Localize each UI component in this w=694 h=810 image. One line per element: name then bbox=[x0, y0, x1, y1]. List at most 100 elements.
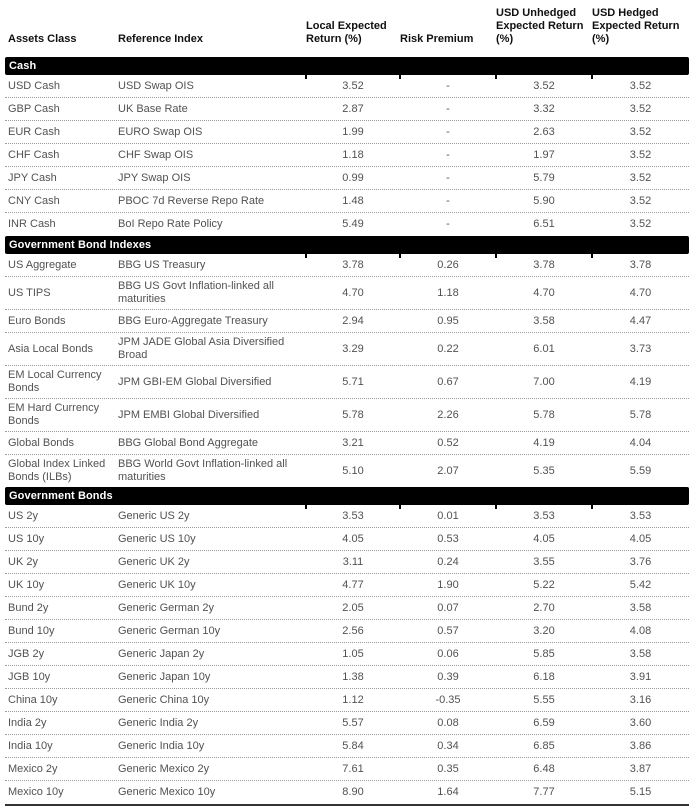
local-return-cell: 2.05 bbox=[342, 601, 364, 614]
table-row: GBP Cash UK Base Rate 2.87 - 3.32 3.52 bbox=[5, 98, 689, 121]
column-divider-tick bbox=[591, 75, 593, 79]
reference-index-cell: Generic Mexico 10y bbox=[118, 786, 216, 798]
asset-class-cell: Mexico 10y bbox=[8, 786, 64, 798]
hedged-return-cell: 3.52 bbox=[629, 102, 652, 115]
asset-class-cell: Euro Bonds bbox=[8, 314, 66, 327]
asset-class-cell: USD Cash bbox=[8, 79, 60, 92]
local-return-cell: 2.56 bbox=[342, 624, 364, 637]
column-header-usd-hedged-return: USD Hedged Expected Return (%) bbox=[592, 7, 680, 45]
section-rows: US 2y Generic US 2y 3.53 0.01 3.53 3.53 … bbox=[5, 505, 689, 804]
reference-index-cell: Generic US 10y bbox=[118, 532, 196, 545]
reference-index-cell: USD Swap OIS bbox=[118, 79, 194, 92]
local-return-cell: 1.38 bbox=[342, 670, 364, 683]
table-row: US 2y Generic US 2y 3.53 0.01 3.53 3.53 bbox=[5, 505, 689, 528]
asset-class-cell: EUR Cash bbox=[8, 125, 60, 138]
reference-index-cell: CHF Swap OIS bbox=[118, 148, 194, 161]
reference-index-cell: BBG World Govt Inflation-linked all matu… bbox=[118, 458, 288, 483]
section-header-bar: Government Bonds bbox=[5, 487, 689, 509]
asset-class-cell: India 10y bbox=[8, 739, 53, 752]
table-row: India 2y Generic India 2y 5.57 0.08 6.59… bbox=[5, 712, 689, 735]
table-row: EUR Cash EURO Swap OIS 1.99 - 2.63 3.52 bbox=[5, 121, 689, 144]
hedged-return-cell: 4.05 bbox=[629, 532, 652, 545]
table-row: Asia Local Bonds JPM JADE Global Asia Di… bbox=[5, 333, 689, 366]
hedged-return-cell: 3.52 bbox=[629, 194, 652, 207]
column-divider-tick bbox=[399, 75, 401, 79]
unhedged-return-cell: 6.85 bbox=[533, 739, 555, 752]
asset-class-cell: India 2y bbox=[8, 716, 47, 729]
local-return-cell: 1.05 bbox=[342, 647, 364, 660]
section-header-bar: Cash bbox=[5, 57, 689, 79]
asset-class-cell: CNY Cash bbox=[8, 194, 60, 207]
table-row: CNY Cash PBOC 7d Reverse Repo Rate 1.48 … bbox=[5, 190, 689, 213]
asset-class-cell: Mexico 2y bbox=[8, 762, 58, 775]
risk-premium-cell: -0.35 bbox=[435, 693, 461, 706]
local-return-cell: 3.21 bbox=[342, 436, 364, 449]
local-return-cell: 3.52 bbox=[342, 79, 364, 92]
table-row: JGB 10y Generic Japan 10y 1.38 0.39 6.18… bbox=[5, 666, 689, 689]
local-return-cell: 2.87 bbox=[342, 102, 364, 115]
table-row: UK 2y Generic UK 2y 3.11 0.24 3.55 3.76 bbox=[5, 551, 689, 574]
column-header-usd-unhedged-return: USD Unhedged Expected Return (%) bbox=[496, 7, 584, 45]
asset-class-cell: China 10y bbox=[8, 693, 58, 706]
hedged-return-cell: 4.70 bbox=[629, 286, 652, 299]
table-row: US Aggregate BBG US Treasury 3.78 0.26 3… bbox=[5, 254, 689, 277]
asset-class-cell: US 10y bbox=[8, 532, 45, 545]
reference-index-cell: JPM JADE Global Asia Diversified Broad bbox=[118, 336, 285, 361]
local-return-cell: 5.49 bbox=[342, 218, 364, 230]
asset-class-cell: Global Bonds bbox=[8, 436, 75, 449]
table-row: Mexico 2y Generic Mexico 2y 7.61 0.35 6.… bbox=[5, 758, 689, 781]
local-return-cell: 2.94 bbox=[342, 314, 364, 327]
unhedged-return-cell: 1.97 bbox=[533, 148, 555, 161]
unhedged-return-cell: 4.70 bbox=[533, 286, 555, 299]
table-row: Bund 2y Generic German 2y 2.05 0.07 2.70… bbox=[5, 597, 689, 620]
reference-index-cell: Generic German 10y bbox=[118, 624, 221, 637]
risk-premium-cell: - bbox=[446, 79, 450, 92]
reference-index-cell: UK Base Rate bbox=[118, 102, 188, 115]
column-divider-tick bbox=[495, 75, 497, 79]
reference-index-cell: Generic Japan 10y bbox=[118, 670, 211, 683]
reference-index-cell: Generic India 2y bbox=[118, 716, 199, 729]
hedged-return-cell: 5.15 bbox=[629, 786, 652, 798]
local-return-cell: 1.12 bbox=[342, 693, 364, 706]
reference-index-cell: Generic UK 2y bbox=[118, 555, 190, 568]
reference-index-cell: BBG US Govt Inflation-linked all maturit… bbox=[118, 280, 274, 305]
reference-index-cell: BBG Global Bond Aggregate bbox=[118, 436, 259, 449]
risk-premium-cell: 0.07 bbox=[437, 601, 459, 614]
risk-premium-cell: 0.26 bbox=[437, 258, 459, 271]
risk-premium-cell: 0.35 bbox=[437, 762, 459, 775]
asset-class-cell: Global Index Linked Bonds (ILBs) bbox=[8, 458, 106, 483]
hedged-return-cell: 3.58 bbox=[629, 647, 652, 660]
table-row: Mexico 10y Generic Mexico 10y 8.90 1.64 … bbox=[5, 781, 689, 804]
unhedged-return-cell: 5.78 bbox=[533, 408, 555, 421]
table-row: Global Index Linked Bonds (ILBs) BBG Wor… bbox=[5, 455, 689, 487]
reference-index-cell: JPM EMBI Global Diversified bbox=[118, 408, 260, 421]
table-section: Government Bond Indexes US Aggregate BBG… bbox=[5, 236, 689, 487]
column-header-local-expected-return: Local Expected Return (%) bbox=[306, 20, 387, 45]
hedged-return-cell: 3.52 bbox=[629, 79, 652, 92]
unhedged-return-cell: 5.90 bbox=[533, 194, 555, 207]
asset-class-cell: EM Local Currency Bonds bbox=[8, 369, 102, 394]
unhedged-return-cell: 3.78 bbox=[533, 258, 555, 271]
reference-index-cell: Generic UK 10y bbox=[118, 578, 196, 591]
risk-premium-cell: 0.24 bbox=[437, 555, 459, 568]
unhedged-return-cell: 5.55 bbox=[533, 693, 555, 706]
unhedged-return-cell: 6.01 bbox=[533, 342, 555, 355]
risk-premium-cell: 0.39 bbox=[437, 670, 459, 683]
risk-premium-cell: 0.57 bbox=[437, 624, 459, 637]
risk-premium-cell: 2.07 bbox=[437, 464, 459, 477]
section-label: Government Bond Indexes bbox=[9, 239, 152, 251]
section-rows: USD Cash USD Swap OIS 3.52 - 3.52 3.52 G… bbox=[5, 75, 689, 236]
asset-class-cell: US 2y bbox=[8, 509, 38, 522]
column-header-assets-class: Assets Class bbox=[8, 33, 77, 45]
column-divider-tick bbox=[399, 254, 401, 258]
unhedged-return-cell: 3.52 bbox=[533, 79, 555, 92]
risk-premium-cell: - bbox=[446, 102, 450, 115]
table-section: Cash USD Cash USD Swap OIS 3.52 - 3.52 3… bbox=[5, 57, 689, 236]
risk-premium-cell: - bbox=[446, 194, 450, 207]
local-return-cell: 4.77 bbox=[342, 578, 364, 591]
reference-index-cell: Generic India 10y bbox=[118, 739, 205, 752]
hedged-return-cell: 5.78 bbox=[629, 408, 652, 421]
reference-index-cell: Generic German 2y bbox=[118, 601, 214, 614]
unhedged-return-cell: 6.51 bbox=[533, 218, 555, 230]
